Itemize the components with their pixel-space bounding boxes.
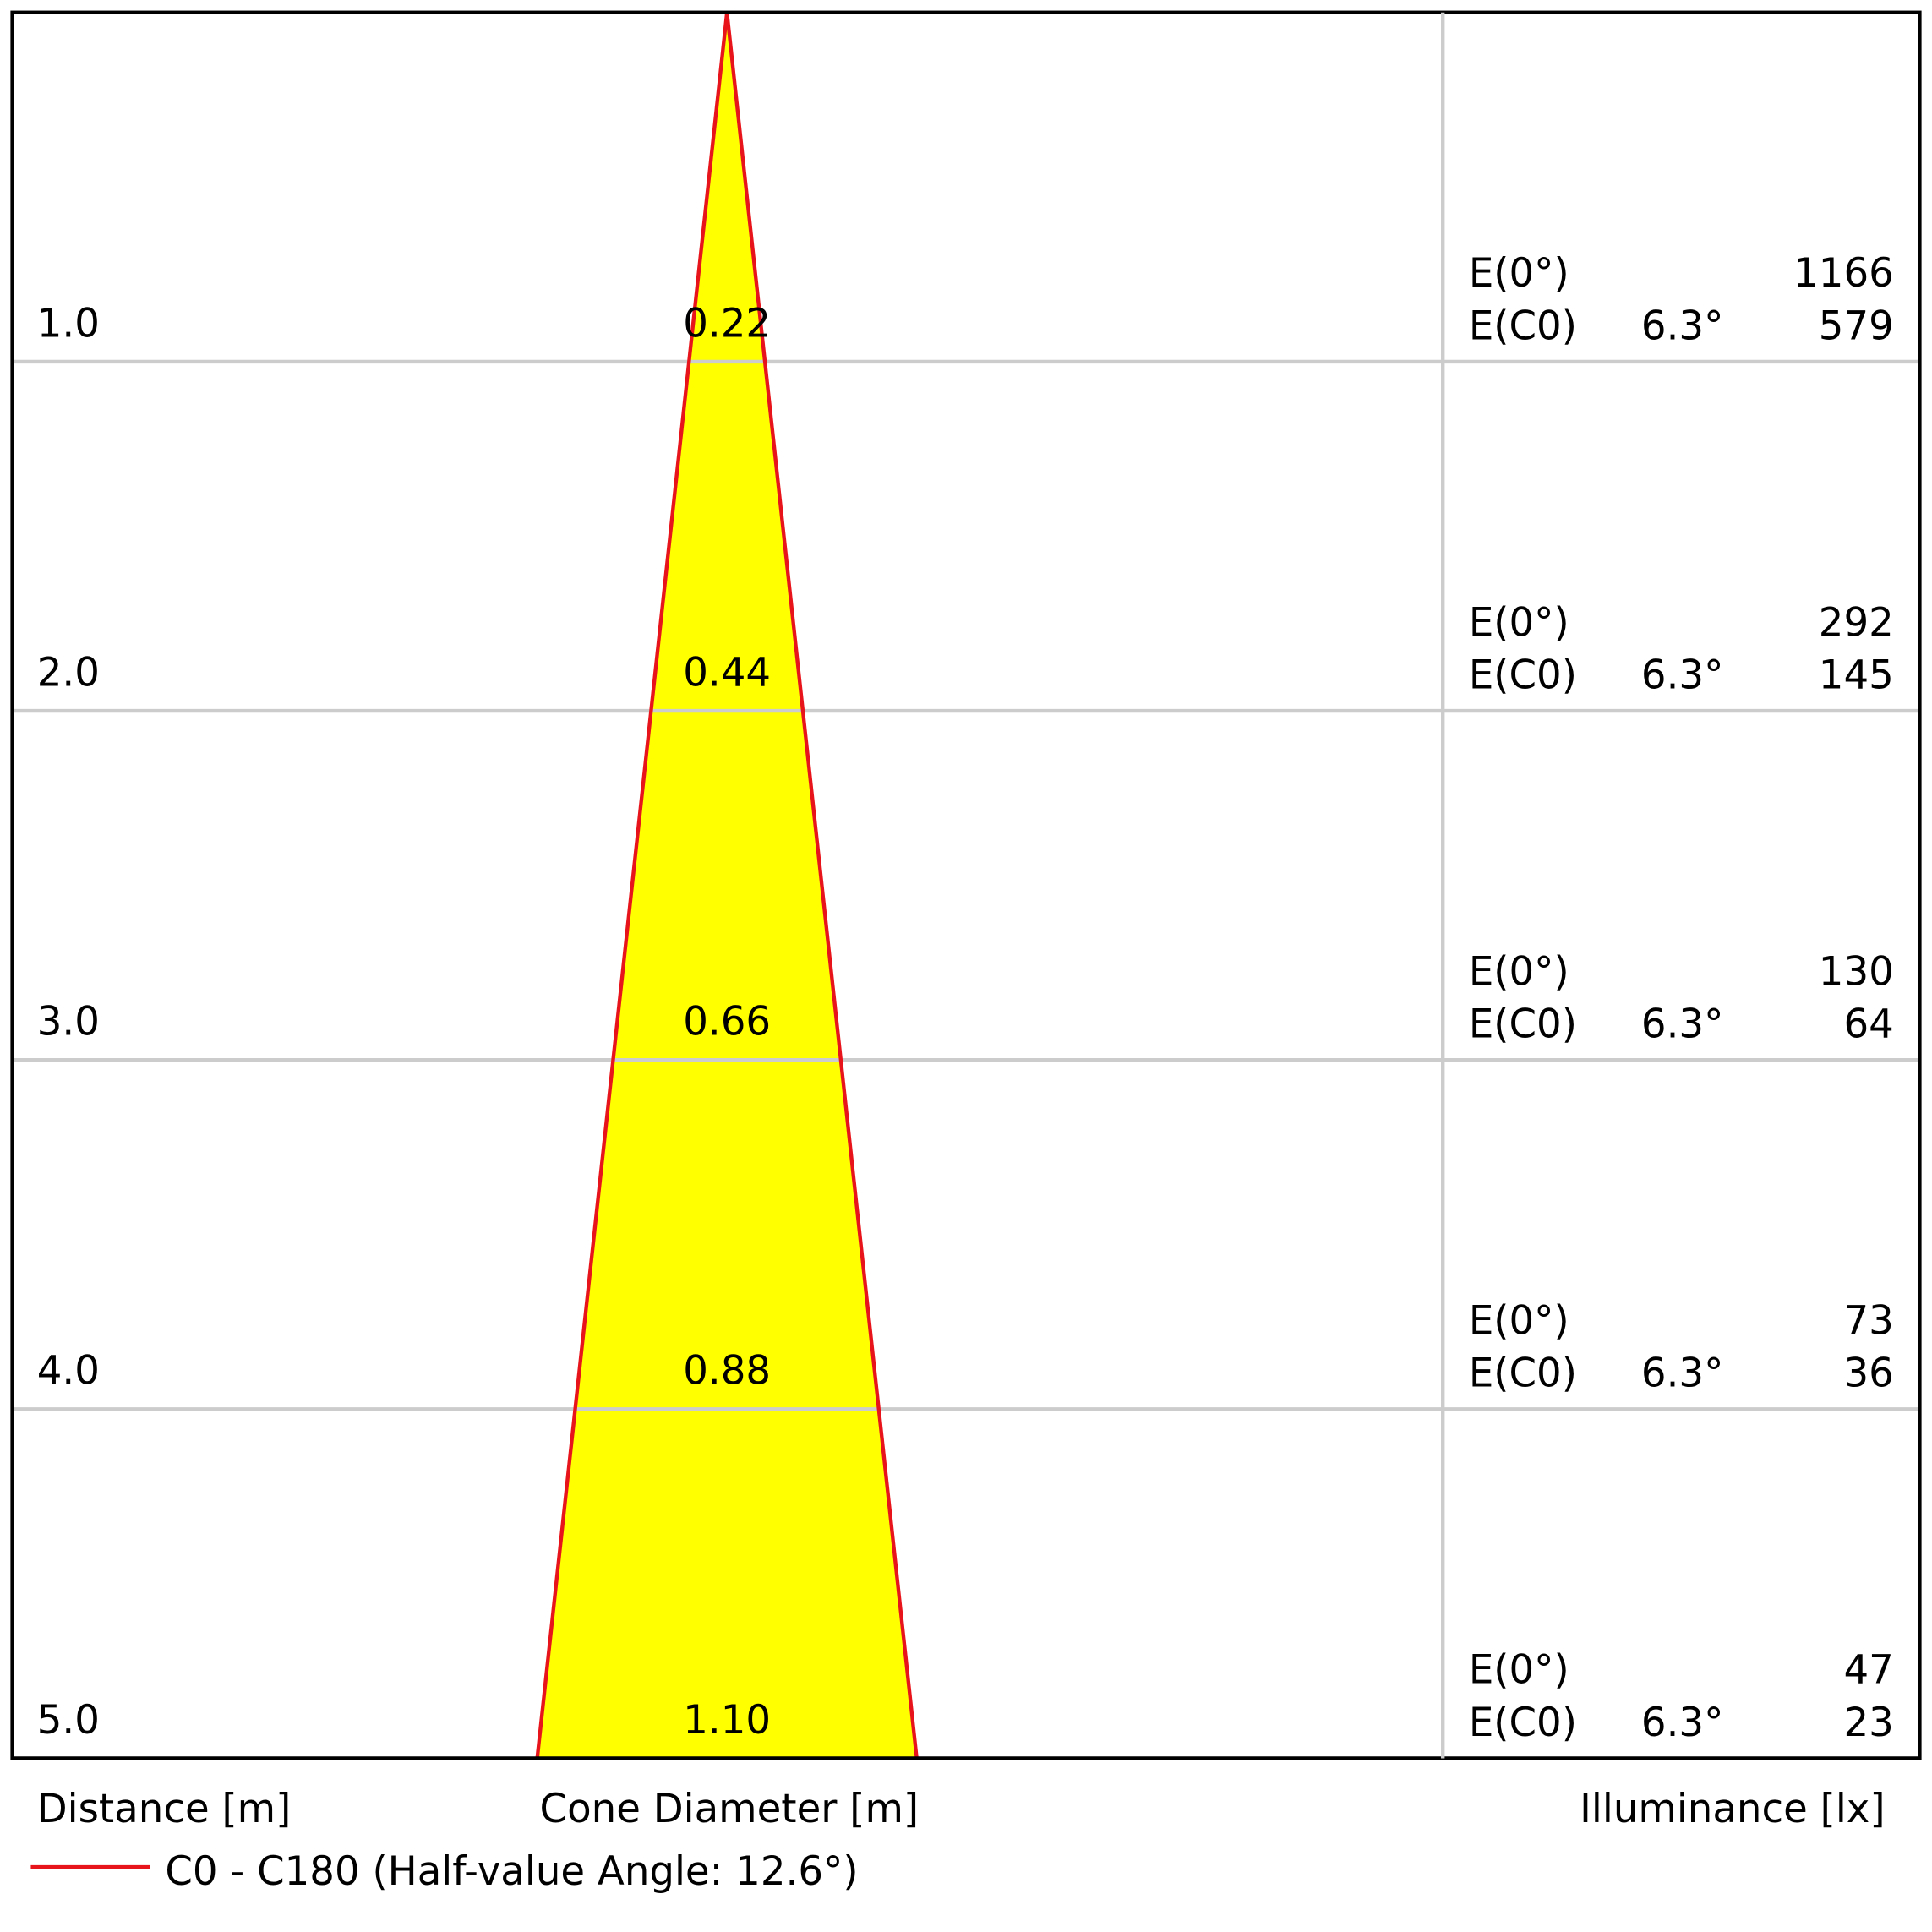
ec0-value: 36 — [1843, 1350, 1893, 1396]
e0-value: 292 — [1819, 599, 1894, 646]
e0-label: E(0°) — [1469, 250, 1569, 297]
ec0-angle: 6.3° — [1641, 1700, 1723, 1746]
ec0-value: 579 — [1819, 303, 1894, 349]
y-tick-label: 1.0 — [37, 300, 100, 347]
ec0-value: 23 — [1843, 1700, 1893, 1746]
illuminance-label: Illuminance [lx] — [1580, 1786, 1885, 1832]
ec0-label: E(C0) — [1469, 652, 1577, 698]
legend-label: C0 - C180 (Half-value Angle: 12.6°) — [165, 1848, 858, 1895]
ec0-angle: 6.3° — [1641, 1350, 1723, 1396]
ec0-value: 64 — [1843, 1001, 1893, 1047]
e0-label: E(0°) — [1469, 1646, 1569, 1693]
value-label: 0.66 — [683, 998, 771, 1045]
value-label: 0.22 — [683, 300, 771, 347]
ec0-label: E(C0) — [1469, 1001, 1577, 1047]
e0-value: 130 — [1819, 948, 1894, 995]
value-label: 1.10 — [683, 1697, 771, 1744]
value-label: 0.88 — [683, 1347, 771, 1394]
plot-area — [12, 12, 1920, 1759]
x-axis-label: Cone Diameter [m] — [540, 1786, 920, 1832]
y-axis-label: Distance [m] — [37, 1786, 292, 1832]
y-tick-label: 3.0 — [37, 998, 100, 1045]
ec0-angle: 6.3° — [1641, 652, 1723, 698]
cone-edge — [724, 12, 919, 1759]
y-tick-label: 4.0 — [37, 1347, 100, 1394]
ec0-label: E(C0) — [1469, 303, 1577, 349]
e0-value: 1166 — [1793, 250, 1894, 297]
y-tick-label: 2.0 — [37, 649, 100, 696]
cone — [537, 12, 917, 1759]
ec0-value: 145 — [1819, 652, 1894, 698]
ec0-angle: 6.3° — [1641, 1001, 1723, 1047]
e0-label: E(0°) — [1469, 1297, 1569, 1344]
ec0-angle: 6.3° — [1641, 303, 1723, 349]
value-label: 0.44 — [683, 649, 771, 696]
e0-label: E(0°) — [1469, 948, 1569, 995]
frame — [10, 10, 1922, 1760]
e0-value: 73 — [1843, 1297, 1893, 1344]
ec0-label: E(C0) — [1469, 1700, 1577, 1746]
e0-value: 47 — [1843, 1646, 1893, 1693]
cone-edge — [535, 12, 729, 1759]
y-tick-label: 5.0 — [37, 1697, 100, 1744]
ec0-label: E(C0) — [1469, 1350, 1577, 1396]
e0-label: E(0°) — [1469, 599, 1569, 646]
